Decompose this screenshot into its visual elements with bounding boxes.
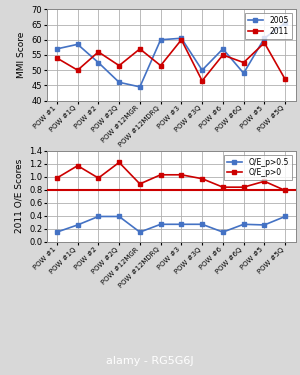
O/E_p>0	[242, 185, 245, 189]
2005	[159, 38, 162, 42]
2005	[117, 80, 121, 85]
Line: 2005: 2005	[54, 21, 288, 89]
2011	[283, 77, 287, 81]
2005	[221, 46, 225, 51]
O/E_p>0	[76, 164, 80, 168]
2005	[55, 46, 59, 51]
Line: O/E_p>0: O/E_p>0	[54, 160, 288, 193]
O/E_p>0	[283, 188, 287, 193]
O/E_p>0.5	[283, 214, 287, 219]
2005	[138, 85, 142, 89]
Line: 2011: 2011	[54, 38, 288, 83]
O/E_p>0.5	[76, 223, 80, 227]
O/E_p>0.5	[55, 230, 59, 234]
2011	[55, 56, 59, 60]
O/E_p>0	[180, 172, 183, 177]
O/E_p>0.5	[97, 214, 100, 219]
O/E_p>0	[117, 160, 121, 165]
O/E_p>0	[221, 185, 225, 189]
2011	[138, 46, 142, 51]
2005	[262, 36, 266, 40]
O/E_p>0.5	[138, 230, 142, 234]
O/E_p>0	[55, 176, 59, 180]
2011	[262, 40, 266, 45]
Text: alamy - RG5G6J: alamy - RG5G6J	[106, 356, 194, 366]
2005	[76, 42, 80, 46]
2011	[221, 53, 225, 57]
2011	[117, 63, 121, 68]
2005	[283, 21, 287, 25]
O/E_p>0	[200, 177, 204, 181]
2005	[242, 71, 245, 75]
Y-axis label: 2011 O/E Scores: 2011 O/E Scores	[14, 159, 23, 233]
O/E_p>0	[262, 179, 266, 183]
2011	[76, 68, 80, 72]
O/E_p>0	[159, 172, 162, 177]
O/E_p>0.5	[180, 222, 183, 226]
O/E_p>0.5	[117, 214, 121, 219]
Line: O/E_p>0.5: O/E_p>0.5	[54, 214, 288, 234]
Legend: 2005, 2011: 2005, 2011	[245, 13, 292, 39]
Y-axis label: MMI Score: MMI Score	[17, 32, 26, 78]
O/E_p>0	[138, 182, 142, 186]
O/E_p>0.5	[159, 222, 162, 226]
O/E_p>0.5	[242, 222, 245, 226]
Legend: O/E_p>0.5, O/E_p>0: O/E_p>0.5, O/E_p>0	[224, 154, 292, 180]
2011	[242, 60, 245, 65]
O/E_p>0.5	[262, 223, 266, 227]
O/E_p>0.5	[221, 230, 225, 234]
2005	[180, 36, 183, 40]
O/E_p>0	[97, 176, 100, 180]
2005	[97, 60, 100, 65]
2011	[159, 63, 162, 68]
2011	[180, 38, 183, 42]
2011	[200, 78, 204, 83]
2005	[200, 68, 204, 72]
2011	[97, 50, 100, 54]
O/E_p>0.5	[200, 222, 204, 226]
